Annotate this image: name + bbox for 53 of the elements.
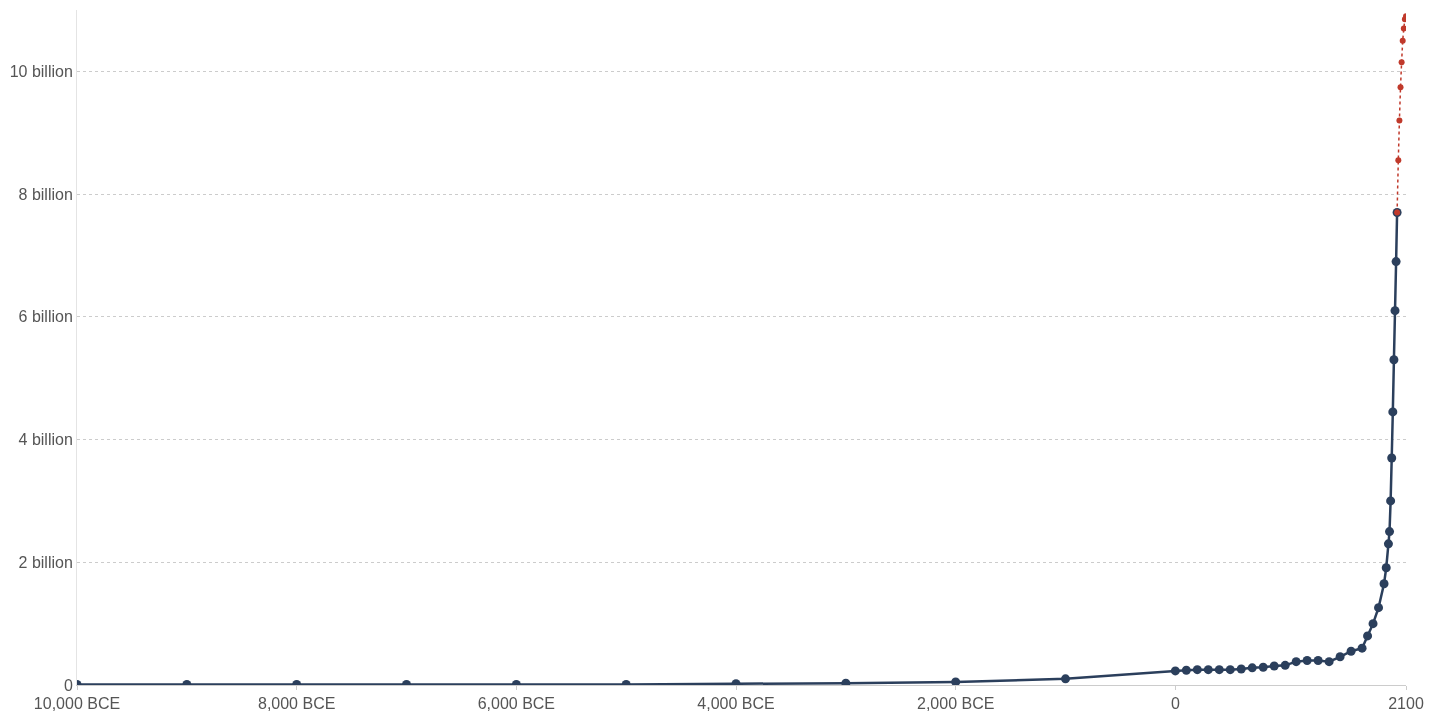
point [1388,407,1398,417]
point [1397,84,1404,91]
y-tick-label: 2 billion [18,553,73,571]
x-tick-label: 4,000 BCE [697,695,775,713]
point [841,678,851,685]
point [1400,25,1406,32]
point [1389,355,1399,365]
point [1324,657,1334,667]
point [1225,665,1235,675]
y-tick-label: 0 [63,676,73,694]
x-tick-label: 2100 [1388,695,1424,713]
point [1247,663,1257,673]
x-tick-label: 10,000 BCE [33,695,121,713]
point [1214,665,1224,675]
point [951,677,961,685]
point [1280,660,1290,670]
point [1368,619,1378,629]
point [1395,157,1402,164]
y-tick-label: 6 billion [18,308,73,326]
point [1302,655,1312,665]
point [1363,631,1373,641]
point [1396,117,1403,124]
point [1203,665,1213,675]
point [1192,665,1202,675]
point [1385,527,1395,537]
x-tick-label: 6,000 BCE [477,695,556,713]
point [1386,496,1396,506]
y-tick-label: 8 billion [18,185,73,203]
point [1390,306,1400,316]
point [1061,674,1071,684]
point [1258,662,1268,672]
y-tick-label: 10 billion [9,62,73,80]
point [1181,665,1191,675]
point [1269,661,1279,671]
point [1346,646,1356,656]
x-tick-label: 2,000 BCE [916,695,995,713]
point [1236,664,1246,674]
point [1381,563,1391,573]
point [1398,59,1405,66]
point [1383,539,1393,549]
point [1387,453,1397,463]
x-tick-label: 8,000 BCE [257,695,336,713]
y-tick-label: 4 billion [18,431,73,449]
point [1170,666,1180,676]
point [1379,579,1389,589]
point [1357,643,1367,653]
point [1335,652,1345,662]
point [1399,37,1406,44]
x-tick-label: 0 [1170,695,1180,713]
point [1374,603,1384,613]
point [1313,655,1323,665]
point [1391,257,1401,267]
point [1291,657,1301,667]
